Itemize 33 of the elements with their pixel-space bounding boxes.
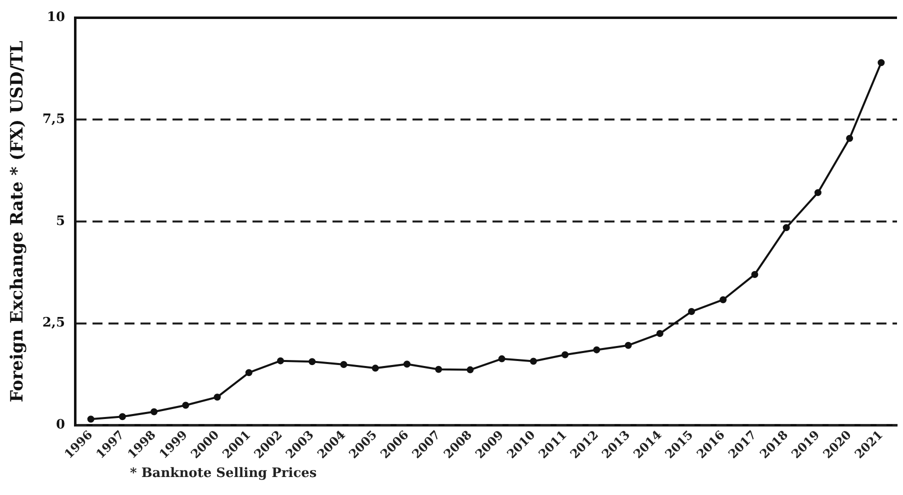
point [624,342,632,349]
point [656,330,664,338]
point [87,416,94,423]
point [530,358,537,365]
y-tick-label: 0 [56,418,66,433]
point [814,189,822,196]
point [466,366,474,374]
point [782,224,790,232]
point [308,358,316,366]
point [878,59,885,66]
point [720,296,727,304]
point [403,360,410,368]
point [751,270,758,278]
point [593,346,600,354]
point [435,366,442,373]
y-tick-label: 10 [46,10,66,26]
point [150,408,158,416]
point [182,402,190,409]
point [498,355,506,362]
point [846,134,854,142]
y-tick-label: 7,5 [42,112,66,128]
point [214,394,221,401]
point [118,413,126,420]
y-tick-label: 2,5 [42,316,66,331]
point [340,361,348,368]
point [245,369,252,376]
y-tick-label: 5 [56,214,66,229]
y-axis-title: Foreign Exchange Rate * (FX) USD/TL [8,40,28,402]
point [562,351,569,358]
point [277,357,284,364]
text: * Banknote Selling Prices [130,466,317,481]
point [688,308,696,316]
point [372,364,379,372]
